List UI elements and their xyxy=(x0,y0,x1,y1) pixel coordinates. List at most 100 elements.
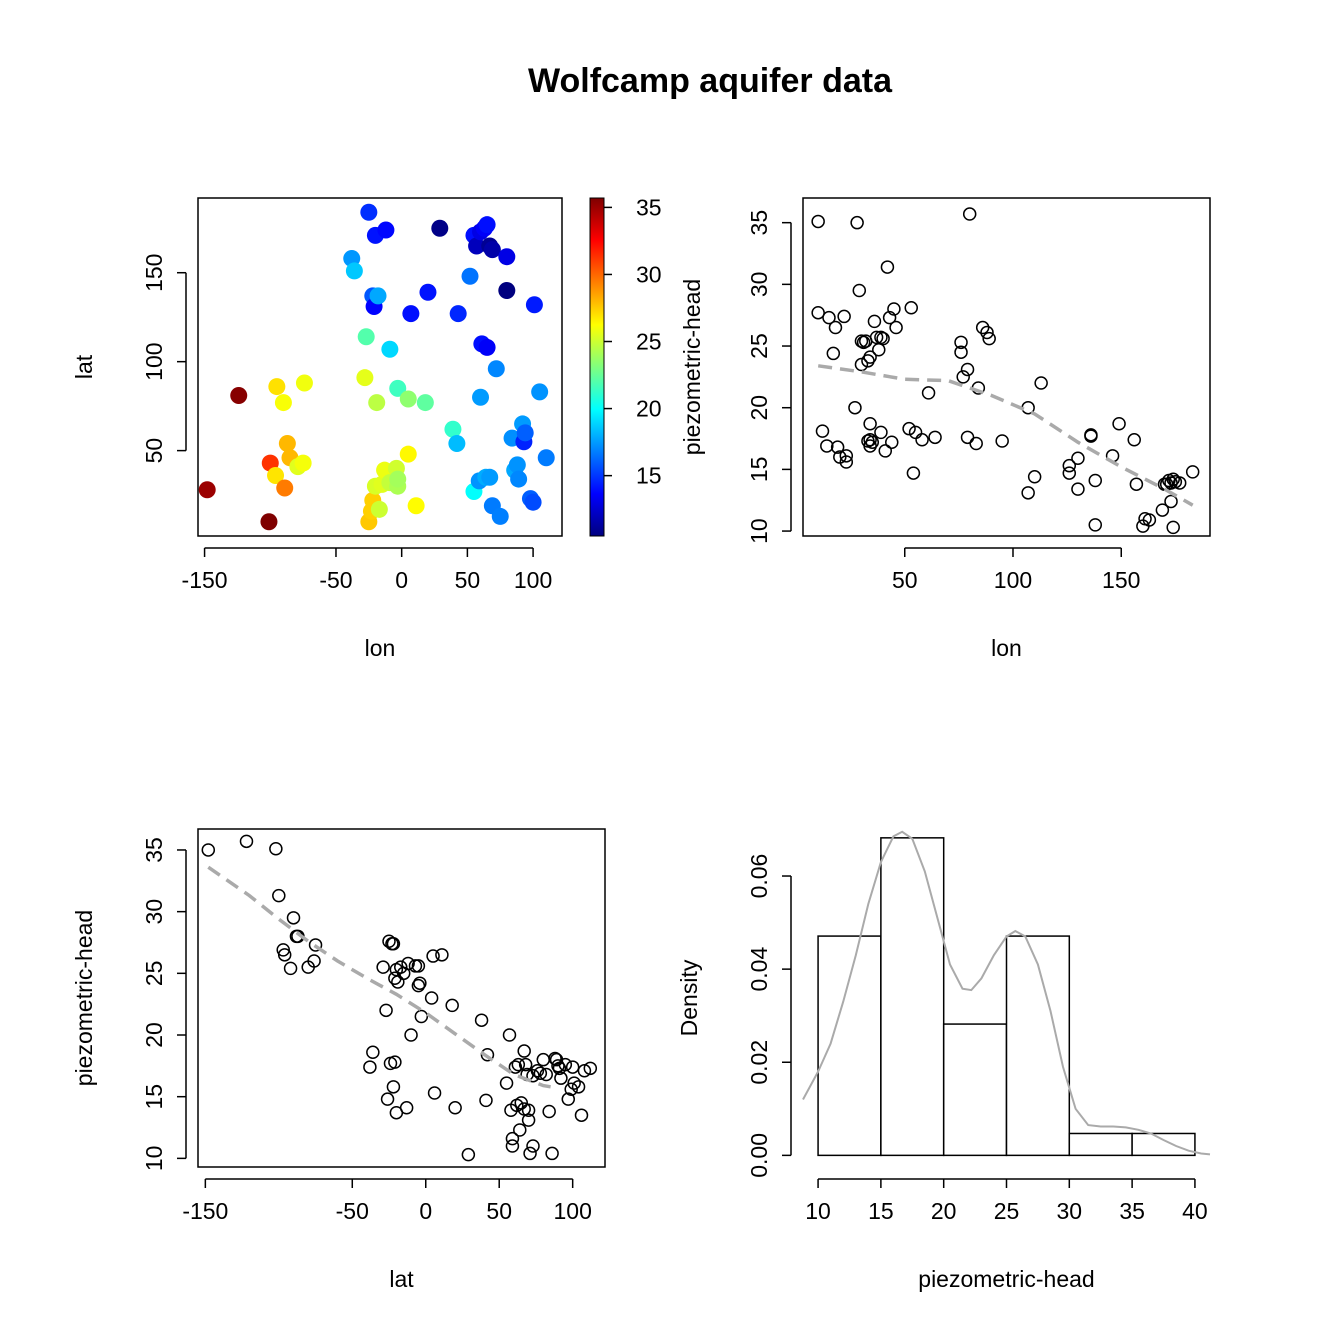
scatter-point xyxy=(536,1052,551,1067)
scatter-point xyxy=(820,439,834,453)
map-point xyxy=(531,383,549,401)
density-curve xyxy=(802,830,1211,1156)
map-point xyxy=(399,390,417,408)
y-tick-label: 15 xyxy=(746,457,772,483)
scatter-point xyxy=(201,843,216,857)
y-tick-label: 30 xyxy=(141,899,167,925)
scatter-point xyxy=(414,1009,429,1024)
colorbar-tick-label: 25 xyxy=(636,329,662,355)
scatter-point xyxy=(404,1028,418,1042)
map-point xyxy=(370,500,388,518)
y-tick-label: 20 xyxy=(746,395,772,421)
y-tick-label: 20 xyxy=(141,1022,167,1048)
scatter-point xyxy=(882,310,897,325)
scatter-point xyxy=(1166,472,1180,487)
colorbar-tick-label: 30 xyxy=(636,261,662,287)
scatter-point xyxy=(863,433,877,447)
scatter-point xyxy=(982,331,996,346)
scatter-point xyxy=(1062,458,1077,473)
scatter-point xyxy=(854,357,869,372)
scatter-point xyxy=(872,342,886,357)
scatter-point xyxy=(283,961,298,976)
scatter-point xyxy=(388,1055,402,1069)
map-point xyxy=(357,328,375,346)
map-point xyxy=(230,386,248,404)
scatter-point xyxy=(551,1059,565,1073)
x-axis-label: lon xyxy=(365,635,396,661)
map-point xyxy=(491,507,509,525)
map-point xyxy=(368,394,386,412)
map-point xyxy=(267,467,285,485)
scatter-point xyxy=(399,1101,414,1115)
scatter-point xyxy=(526,1068,540,1083)
scatter-point xyxy=(272,888,286,903)
scatter-point xyxy=(565,1060,580,1074)
scatter-point xyxy=(561,1092,576,1106)
scatter-point xyxy=(1129,477,1144,491)
map-point xyxy=(449,305,467,323)
y-tick-label: 25 xyxy=(746,333,772,359)
scatter-point xyxy=(1127,433,1141,447)
map-point xyxy=(444,420,462,438)
scatter-point xyxy=(839,449,854,463)
y-tick-label: 10 xyxy=(746,518,772,544)
scatter-point xyxy=(1142,513,1157,527)
scatter-point xyxy=(848,400,862,415)
plot-frame xyxy=(197,828,606,1168)
map-point xyxy=(419,283,437,301)
map-point xyxy=(510,470,528,488)
map-point xyxy=(198,481,216,499)
map-point xyxy=(498,282,516,300)
scatter-point xyxy=(1084,429,1098,443)
scatter-point xyxy=(815,424,830,438)
scatter-point xyxy=(391,975,405,989)
scatter-point xyxy=(499,1076,514,1090)
scatter-point xyxy=(1021,486,1035,500)
scatter-point xyxy=(564,1082,578,1097)
scatter-point xyxy=(461,1147,476,1162)
scatter-point xyxy=(852,283,867,298)
scatter-point xyxy=(558,1057,573,1072)
map-point xyxy=(389,379,407,397)
scatter-point xyxy=(308,938,323,952)
scatter-point xyxy=(811,305,825,320)
colorbar-tick-label: 35 xyxy=(636,194,662,220)
y-tick-label: 10 xyxy=(141,1146,167,1172)
scatter-point xyxy=(277,948,292,962)
scatter-point xyxy=(1172,476,1187,490)
map-point xyxy=(402,305,420,323)
scatter-point xyxy=(521,1103,536,1118)
map-point xyxy=(516,424,534,442)
map-point xyxy=(268,378,286,396)
scatter-point xyxy=(837,309,851,324)
scatter-point xyxy=(577,1064,592,1078)
scatter-point xyxy=(878,444,893,458)
y-tick-label: 25 xyxy=(141,961,167,987)
colorbar-label: piezometric-head xyxy=(679,279,705,455)
x-tick-label: 15 xyxy=(868,1198,894,1224)
map-point xyxy=(508,456,526,474)
x-tick-label: 150 xyxy=(1102,567,1140,593)
scatter-point xyxy=(863,416,877,431)
x-tick-label: 50 xyxy=(892,567,918,593)
scatter-point xyxy=(413,976,427,990)
map-point xyxy=(483,241,501,259)
scatter-point xyxy=(850,215,864,230)
panel-lon-vs-head: 50 100 150 10 15 20 25 30 35 lon xyxy=(746,197,1211,661)
scatter-point xyxy=(1027,470,1042,484)
y-axis-label: piezometric-head xyxy=(71,910,97,1086)
scatter-point xyxy=(424,991,439,1005)
scatter-point xyxy=(269,841,283,856)
y-tick-label: 30 xyxy=(746,272,772,298)
scatter-point xyxy=(286,911,301,925)
x-tick-label: 40 xyxy=(1182,1198,1208,1224)
scatter-point xyxy=(583,1061,598,1076)
scatter-point xyxy=(1112,416,1126,431)
map-point xyxy=(260,513,278,531)
scatter-point xyxy=(980,325,994,340)
scatter-point xyxy=(902,421,916,436)
map-point xyxy=(481,468,499,486)
scatter-point xyxy=(960,430,975,445)
y-tick-label: 0.02 xyxy=(746,1040,772,1085)
